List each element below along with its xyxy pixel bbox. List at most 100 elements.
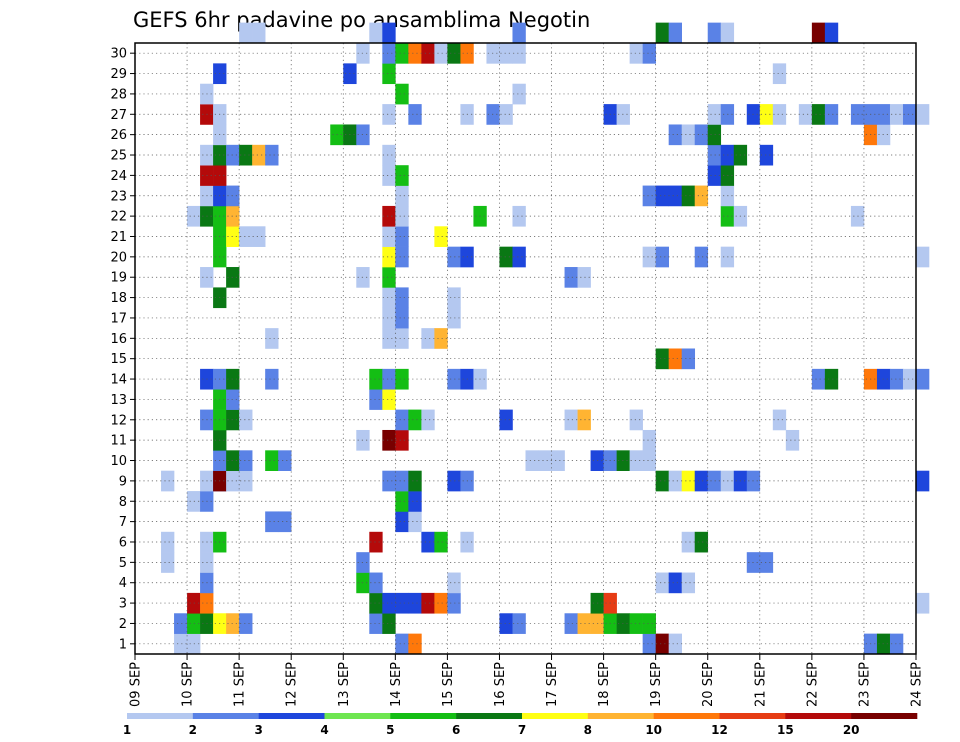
heatmap-cell xyxy=(642,185,656,207)
heatmap-cell xyxy=(811,368,826,390)
y-tick-label: 6 xyxy=(119,535,127,550)
heatmap-cell xyxy=(278,511,292,533)
heatmap-cell xyxy=(499,104,513,125)
heatmap-cell xyxy=(382,368,396,390)
heatmap-cell xyxy=(772,104,787,125)
heatmap-cell xyxy=(642,613,656,634)
heatmap-cell xyxy=(447,592,461,614)
heatmap-cell xyxy=(577,613,591,634)
heatmap-cell xyxy=(382,205,396,227)
heatmap-cell xyxy=(538,450,552,471)
heatmap-cell xyxy=(395,165,409,186)
heatmap-cell xyxy=(759,104,774,125)
heatmap-cell xyxy=(434,531,448,553)
heatmap-cell xyxy=(434,592,448,614)
colorbar-label: 4 xyxy=(320,723,328,737)
heatmap-cell xyxy=(408,409,422,431)
heatmap-cell xyxy=(785,429,800,451)
heatmap-cell xyxy=(889,633,904,655)
x-tick-label: 09 SEP xyxy=(129,662,144,707)
heatmap-cell xyxy=(694,185,709,207)
heatmap-cell xyxy=(369,368,383,390)
heatmap-cell xyxy=(525,450,539,471)
y-tick-label: 8 xyxy=(119,495,127,510)
heatmap-cell xyxy=(369,22,383,44)
heatmap-cell xyxy=(655,470,669,492)
colorbar-label: 8 xyxy=(584,723,592,737)
heatmap-cell xyxy=(902,104,917,125)
heatmap-cell xyxy=(239,144,253,166)
heatmap-cell xyxy=(694,124,709,146)
heatmap-cell xyxy=(642,450,656,471)
colorbar-segment xyxy=(851,713,918,719)
colorbar-segment xyxy=(258,713,325,719)
y-tick-label: 16 xyxy=(110,332,127,347)
y-tick-label: 13 xyxy=(110,393,127,408)
heatmap-cell xyxy=(395,83,409,105)
heatmap-cell xyxy=(668,470,682,492)
x-tick-label: 15 SEP xyxy=(441,662,456,707)
heatmap-cell xyxy=(369,572,383,594)
heatmap-cell xyxy=(382,470,396,492)
colorbar-label: 3 xyxy=(254,723,262,737)
y-tick-label: 1 xyxy=(119,637,127,652)
heatmap-cell xyxy=(629,450,643,471)
heatmap-cell xyxy=(447,572,461,594)
heatmap-cell xyxy=(395,368,409,390)
heatmap-cell xyxy=(382,328,396,349)
heatmap-cell xyxy=(382,43,396,64)
heatmap-cell xyxy=(824,368,839,390)
heatmap-cell xyxy=(798,104,813,125)
heatmap-cell xyxy=(161,531,175,553)
heatmap-cell xyxy=(681,470,696,492)
heatmap-cell xyxy=(395,246,409,268)
heatmap-cell xyxy=(694,531,709,553)
y-tick-label: 23 xyxy=(110,189,127,204)
heatmap-cell xyxy=(655,185,669,207)
heatmap-cell xyxy=(642,633,656,655)
heatmap-cell xyxy=(629,43,643,64)
heatmap-cell xyxy=(408,104,422,125)
heatmap-cell xyxy=(707,144,722,166)
heatmap-cell xyxy=(681,185,696,207)
x-tick-label: 14 SEP xyxy=(389,662,404,707)
heatmap-cell xyxy=(187,633,201,655)
y-tick-label: 14 xyxy=(110,373,127,388)
y-tick-label: 19 xyxy=(110,271,127,286)
heatmap-cell xyxy=(395,592,409,614)
heatmap-cell xyxy=(499,613,513,634)
heatmap-cell xyxy=(421,328,435,349)
heatmap-cell xyxy=(512,83,526,105)
heatmap-cell xyxy=(916,104,930,125)
heatmap-cell xyxy=(889,368,904,390)
x-tick-label: 10 SEP xyxy=(181,662,196,707)
x-tick-label: 23 SEP xyxy=(857,662,872,707)
y-tick-label: 21 xyxy=(110,230,127,245)
heatmap-cell xyxy=(382,389,396,410)
heatmap-cell xyxy=(512,43,526,64)
heatmap-cell xyxy=(382,307,396,329)
heatmap-cell xyxy=(382,144,396,166)
heatmap-cell xyxy=(421,409,435,431)
heatmap-cell xyxy=(408,592,422,614)
heatmap-cell xyxy=(668,185,682,207)
heatmap-cell xyxy=(642,43,656,64)
colorbar-label: 15 xyxy=(777,723,794,737)
heatmap-cell xyxy=(395,287,409,309)
heatmap-cell xyxy=(421,531,435,553)
heatmap-cell xyxy=(707,104,722,125)
heatmap-cell xyxy=(681,572,696,594)
heatmap-cell xyxy=(187,205,201,227)
heatmap-cell xyxy=(577,267,591,288)
heatmap-cell xyxy=(447,307,461,329)
heatmap-cell xyxy=(421,43,435,64)
heatmap-cell xyxy=(382,592,396,614)
heatmap-cell xyxy=(512,246,526,268)
colorbar-segment xyxy=(127,713,194,719)
colorbar-segment xyxy=(192,713,259,719)
heatmap-cell xyxy=(434,328,448,349)
y-tick-label: 10 xyxy=(110,454,127,469)
heatmap-cell xyxy=(395,328,409,349)
plot-frame xyxy=(134,42,917,655)
heatmap-cell xyxy=(382,429,396,451)
